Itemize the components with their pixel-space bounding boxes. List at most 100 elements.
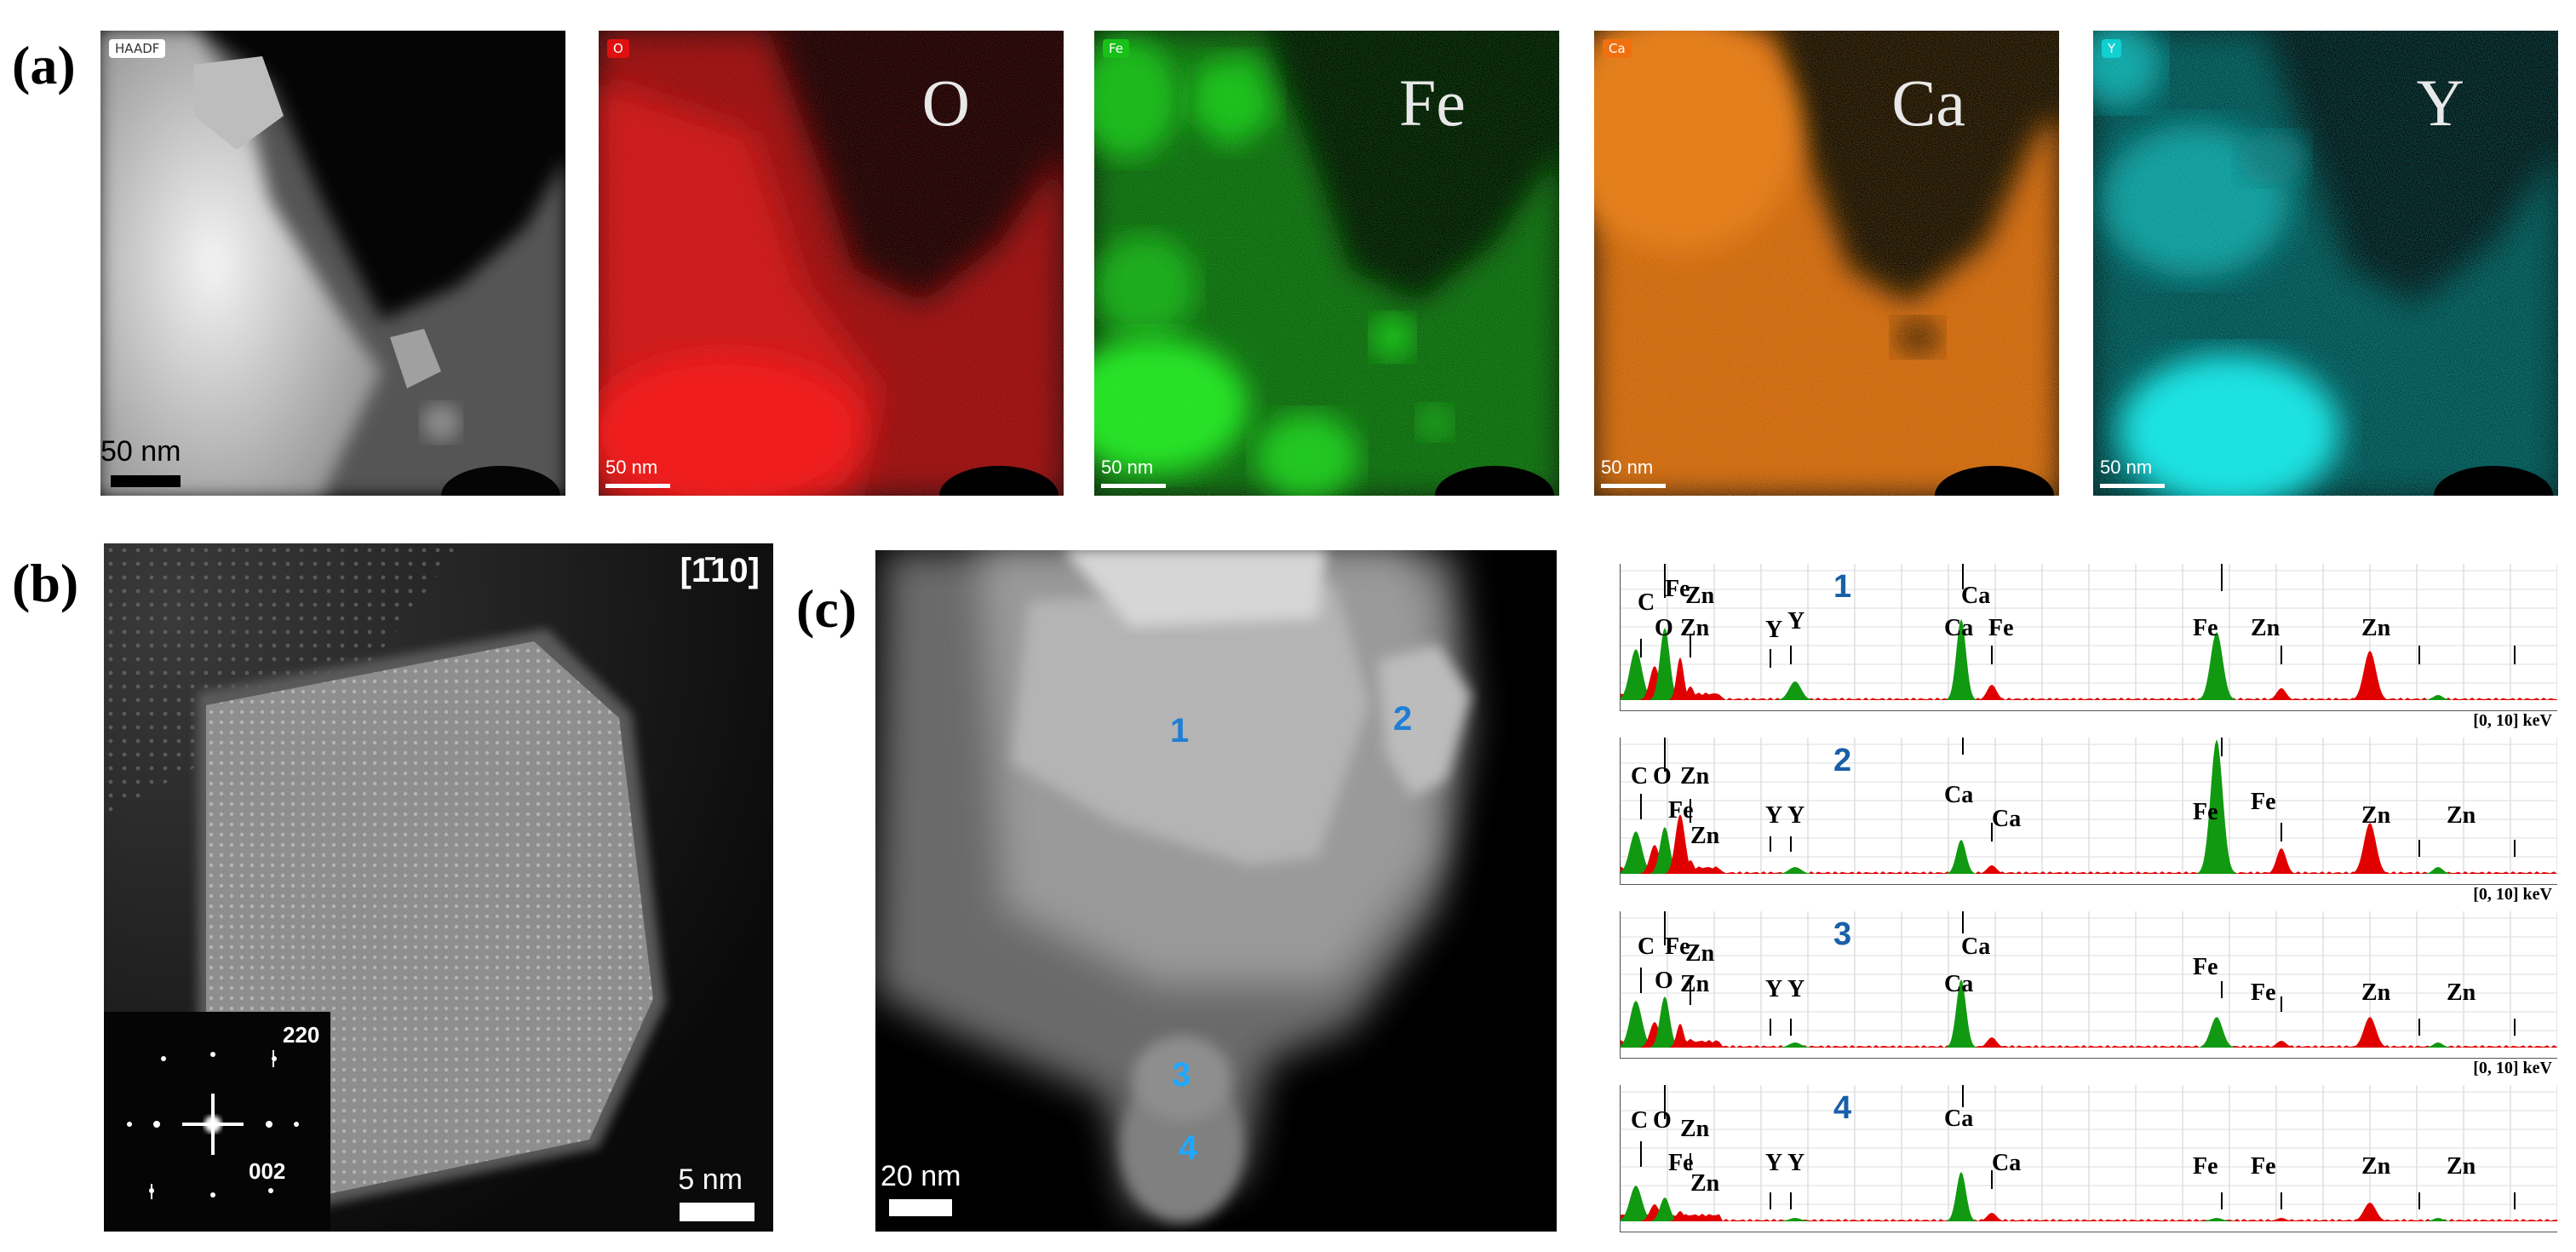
scalebar-y bbox=[2100, 484, 2165, 488]
fft-spot-002-label: 002 bbox=[249, 1158, 286, 1184]
spectrum-peak bbox=[1946, 1172, 1976, 1221]
peak-label: C bbox=[1638, 589, 1655, 616]
scalebar-o bbox=[605, 484, 670, 488]
peak-label: Fe bbox=[2193, 615, 2218, 641]
haadf-points-image: 1 2 3 4 20 nm bbox=[875, 550, 1557, 1232]
peak-label: Y bbox=[1787, 976, 1805, 1002]
peak-label: Zn bbox=[2361, 615, 2391, 641]
peak-label: Fe bbox=[2193, 954, 2218, 980]
peak-label: Zn bbox=[1680, 1116, 1710, 1142]
eds-spectrum-4: C O Zn Fe Zn Y Y Ca Ca Fe Fe Zn Zn 4 bbox=[1620, 1085, 2557, 1232]
point-label-3: 3 bbox=[1172, 1056, 1191, 1094]
spectrum-peak bbox=[1649, 996, 1680, 1048]
panel-b-label: (b) bbox=[12, 553, 79, 613]
spectrum-peak bbox=[2351, 1017, 2389, 1048]
peak-label: Y bbox=[1787, 608, 1805, 635]
peak-label: Ca bbox=[1992, 806, 2022, 832]
spectrum-peak bbox=[2423, 1042, 2453, 1048]
o-map: O O 50 nm bbox=[599, 31, 1064, 496]
peak-label: Zn bbox=[1680, 971, 1710, 997]
spectrum-peak bbox=[2423, 695, 2453, 700]
panel-a-label: (a) bbox=[12, 35, 76, 95]
element-label-fe: Fe bbox=[1399, 66, 1466, 140]
peak-label: O bbox=[1655, 968, 1673, 994]
peak-label: Y bbox=[1765, 976, 1783, 1002]
spectrum-background bbox=[1621, 692, 2557, 700]
spectrum-peak bbox=[1621, 649, 1655, 700]
map-tag-fe: Fe bbox=[1103, 39, 1130, 58]
haadf-image bbox=[100, 31, 565, 496]
point-label-2: 2 bbox=[1393, 700, 1413, 738]
fft-inset: 220 002 bbox=[104, 1012, 330, 1232]
spectrum-peak bbox=[2423, 1218, 2453, 1221]
scalebar-c bbox=[889, 1199, 952, 1216]
spectrum-grid bbox=[1621, 1085, 2557, 1221]
spectrum-peak bbox=[1946, 979, 1976, 1048]
spectrum-number: 2 bbox=[1833, 743, 1852, 778]
spectrum-peak bbox=[1946, 840, 1976, 874]
peak-label: Fe bbox=[2251, 1153, 2276, 1180]
peak-label: Zn bbox=[1690, 823, 1720, 849]
peak-label: Ca bbox=[1961, 933, 1991, 960]
peak-label: Ca bbox=[1944, 971, 1974, 997]
peak-label: Zn bbox=[2361, 1153, 2391, 1180]
spectrum-peak bbox=[2266, 688, 2297, 700]
scalebar-haadf bbox=[111, 475, 181, 487]
peak-label: Ca bbox=[1944, 1106, 1974, 1132]
peak-label: Zn bbox=[2447, 979, 2476, 1006]
peak-label: Zn bbox=[1680, 615, 1710, 641]
zone-axis-label: [1̄10] bbox=[680, 552, 760, 589]
hrstem-image: [1̄10] 5 nm 220 bbox=[104, 543, 773, 1232]
fe-map-image bbox=[1094, 31, 1559, 496]
peak-label: O bbox=[1655, 615, 1673, 641]
scalebar-label-y: 50 nm bbox=[2100, 457, 2153, 478]
spectrum-peak bbox=[1776, 1042, 1814, 1048]
spectrum-grid bbox=[1621, 911, 2557, 1048]
peak-label: O bbox=[1653, 763, 1672, 790]
spectrum-peak bbox=[1776, 867, 1814, 874]
energy-range-label: [0, 10] keV bbox=[2473, 711, 2552, 730]
peak-label: Fe bbox=[1668, 1150, 1694, 1176]
spectrum-peak bbox=[1678, 1216, 1702, 1221]
spectrum-peak bbox=[1678, 1039, 1702, 1048]
energy-range-label: [0, 10] keV bbox=[2473, 885, 2552, 904]
peak-label: Y bbox=[1765, 802, 1783, 829]
spectrum-peak bbox=[1776, 681, 1814, 700]
peak-label: Zn bbox=[1685, 940, 1715, 967]
element-label-ca: Ca bbox=[1891, 66, 1965, 140]
spectrum-peak bbox=[1649, 628, 1680, 700]
peak-label: Zn bbox=[1685, 583, 1715, 609]
eds-spectrum-2: C O Zn Fe Zn Y Y Ca Ca Fe Fe Zn Zn 2 [0, 10] keV bbox=[1620, 738, 2557, 904]
spectrum-background bbox=[1621, 1040, 2557, 1048]
spectrum-peak bbox=[2423, 867, 2453, 874]
peak-label: Zn bbox=[1690, 1170, 1720, 1197]
scalebar-label-fe: 50 nm bbox=[1101, 457, 1154, 478]
peak-label: Zn bbox=[1680, 763, 1710, 790]
peak-label: Zn bbox=[2251, 615, 2281, 641]
scalebar-fe bbox=[1101, 484, 1166, 488]
spectrum-peak bbox=[2198, 1218, 2235, 1221]
spectrum-peak bbox=[1776, 1218, 1814, 1221]
spectrum-peak bbox=[1621, 1186, 1655, 1221]
spectrum-peak bbox=[1665, 814, 1695, 874]
scalebar-label-haadf: 50 nm bbox=[100, 435, 181, 468]
spectrum-peak bbox=[1976, 1213, 2007, 1221]
peak-label: Fe bbox=[2193, 799, 2218, 825]
peak-label: Y bbox=[1765, 617, 1783, 643]
peak-label: O bbox=[1653, 1107, 1672, 1134]
spectrum-peak bbox=[1678, 686, 1702, 700]
scalebar-label-o: 50 nm bbox=[605, 457, 658, 478]
spectrum-background bbox=[1621, 866, 2557, 874]
peak-label: C bbox=[1631, 1107, 1649, 1134]
spectrum-grid bbox=[1621, 738, 2557, 874]
y-map-image bbox=[2093, 31, 2558, 496]
spectrum-peak bbox=[2198, 632, 2235, 700]
o-map-image bbox=[599, 31, 1064, 496]
peak-label: Y bbox=[1765, 1150, 1783, 1176]
peak-label: Fe bbox=[2193, 1153, 2218, 1180]
y-map: Y Y 50 nm bbox=[2093, 31, 2558, 496]
peak-label: Ca bbox=[1944, 782, 1974, 808]
spectrum-peak bbox=[2266, 1041, 2297, 1048]
peak-label: Ca bbox=[1961, 583, 1991, 609]
peak-label: Fe bbox=[1988, 615, 2014, 641]
